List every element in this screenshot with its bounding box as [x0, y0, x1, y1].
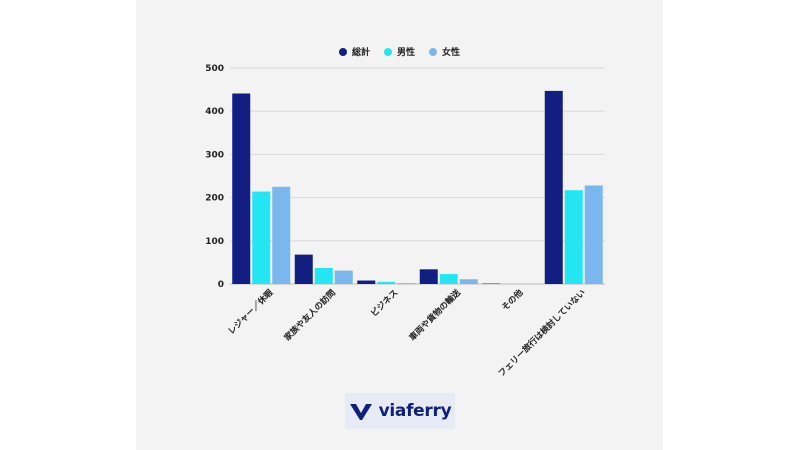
bar: [544, 90, 563, 284]
legend-label-total: 総計: [351, 48, 370, 58]
legend-item-total: 総計: [338, 45, 370, 58]
bar: [439, 274, 458, 284]
bar: [252, 191, 271, 284]
bar: [564, 190, 583, 284]
y-tick-label: 0: [218, 280, 224, 290]
bar: [377, 281, 396, 284]
bar: [334, 270, 353, 284]
y-tick-label: 100: [205, 237, 224, 247]
x-tick-label: その他: [500, 287, 526, 313]
x-tick-label: 家族や友人の訪問: [282, 287, 338, 343]
bar: [294, 254, 313, 284]
bar: [232, 93, 251, 284]
viaferry-v-icon: [349, 404, 372, 420]
chart-panel: 総計 男性 女性 0 100 200 300 400 500 レジャー／休暇 家族や友人の訪問…: [136, 0, 663, 450]
bar: [314, 268, 333, 284]
bar: [419, 269, 438, 284]
legend-item-female: 女性: [429, 45, 460, 58]
legend-swatch-total: [338, 47, 347, 56]
bar: [357, 280, 376, 284]
bar: [397, 283, 416, 284]
y-tick-label: 300: [205, 150, 224, 160]
bar: [584, 185, 603, 284]
legend-label-female: 女性: [442, 48, 461, 58]
viaferry-logo: viaferry: [345, 393, 455, 429]
bar-chart: 0 100 200 300 400 500 レジャー／休暇 家族や友人の訪問 ビジネス 車両や貨物…: [205, 64, 605, 379]
x-tick-label: ビジネス: [369, 287, 401, 319]
x-tick-label: 車両や貨物の輸送: [407, 287, 463, 343]
y-tick-label: 200: [205, 194, 224, 204]
logo-text: viaferry: [378, 401, 452, 421]
bar: [459, 279, 478, 284]
x-tick-label: レジャー／休暇: [226, 287, 276, 337]
legend-label-male: 男性: [396, 48, 415, 58]
bar: [272, 186, 291, 284]
legend-swatch-male: [383, 47, 392, 56]
y-tick-label: 500: [205, 64, 224, 74]
legend-swatch-female: [429, 47, 437, 56]
legend: 総計 男性 女性: [136, 45, 663, 58]
y-tick-label: 400: [205, 107, 224, 117]
legend-item-male: 男性: [383, 45, 415, 58]
